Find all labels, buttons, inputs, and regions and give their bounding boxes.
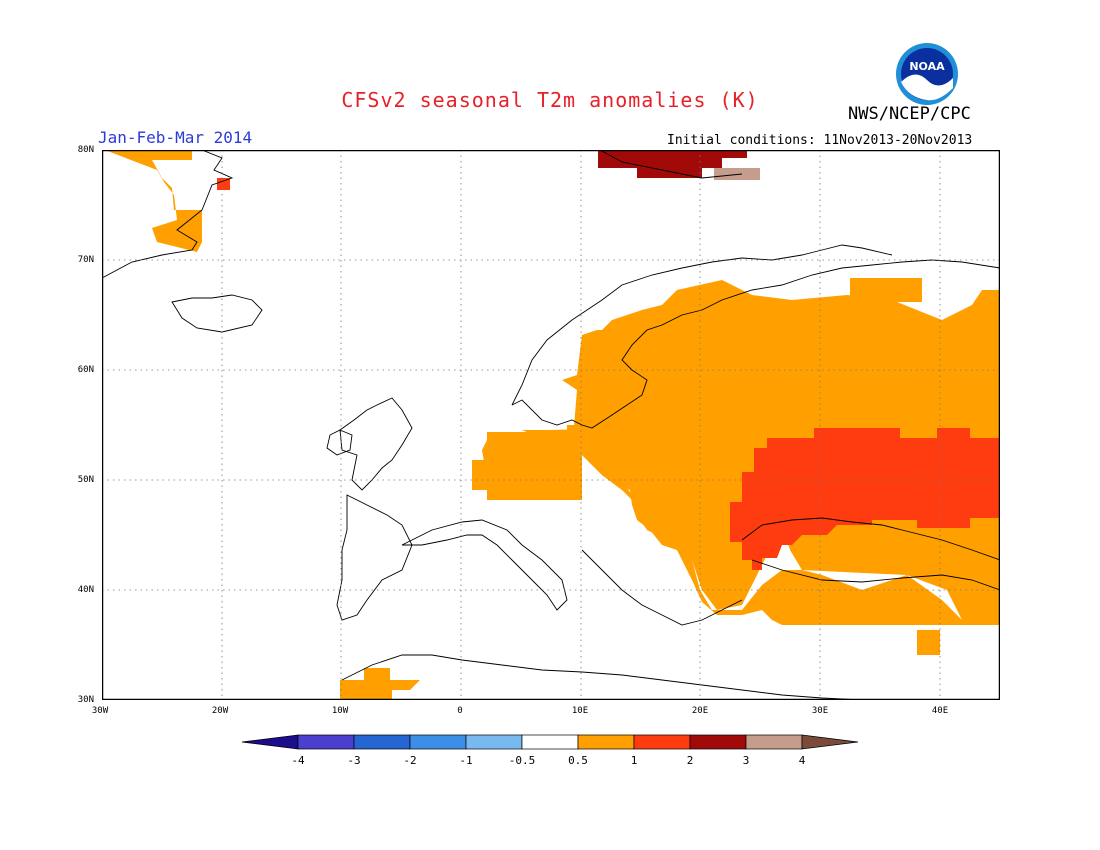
britain-coast <box>339 397 413 491</box>
colorbar-cell <box>241 734 299 750</box>
colorbar-tick: 3 <box>743 754 750 767</box>
colorbar-cell <box>745 734 803 750</box>
lon-label: 10W <box>331 706 349 716</box>
greenland-coast <box>102 150 234 279</box>
middle-east-anomaly <box>917 630 940 655</box>
colorbar-cell <box>409 734 467 750</box>
morocco-anomaly <box>340 668 420 700</box>
initial-conditions-label: Initial conditions: 11Nov2013-20Nov2013 <box>667 133 973 148</box>
anomaly-band-2-3 <box>598 150 747 178</box>
lat-label: 30N <box>77 695 94 705</box>
graticule <box>102 150 1000 700</box>
svalbard-anomaly <box>598 150 747 178</box>
colorbar-tick: -4 <box>291 754 305 767</box>
lon-label: 40E <box>931 706 949 716</box>
colorbar-cell <box>577 734 635 750</box>
noaa-logo-icon: NOAA <box>896 43 958 105</box>
turkey-coast <box>751 559 1000 591</box>
northern-europe-coast <box>511 259 1000 429</box>
iceland-coast <box>171 294 263 333</box>
lon-label: 10E <box>571 706 589 716</box>
lat-label: 50N <box>77 475 94 485</box>
anomaly-band-1-2 <box>217 178 1000 570</box>
colorbar-tick: -3 <box>347 754 360 767</box>
poland-anomaly <box>542 450 582 490</box>
north-germany-anomaly <box>488 440 512 460</box>
lat-label: 60N <box>77 365 94 375</box>
alps-anomaly <box>487 432 547 440</box>
colorbar-tick: -0.5 <box>509 754 536 767</box>
colorbar: -4 -3 -2 -1 -0.5 0.5 1 2 3 4 <box>241 734 859 767</box>
scandinavia-coast <box>511 244 893 406</box>
colorbar-cell <box>633 734 691 750</box>
noaa-logo-text: NOAA <box>909 60 945 73</box>
lon-label: 30W <box>91 706 109 716</box>
lon-label: 20W <box>211 706 229 716</box>
map-frame <box>102 150 1000 700</box>
agency-label: NWS/NCEP/CPC <box>848 104 971 124</box>
greenland-anomaly <box>105 150 202 252</box>
coastlines <box>102 150 1000 700</box>
lat-label: 70N <box>77 255 94 265</box>
lat-label: 40N <box>77 585 94 595</box>
colorbar-cell <box>353 734 411 750</box>
colorbar-cell <box>689 734 747 750</box>
svalbard-tan-anomaly <box>714 168 760 180</box>
anomaly-band-3-4 <box>714 168 760 180</box>
austria-anomaly <box>547 428 662 490</box>
ireland-coast <box>326 429 353 456</box>
colorbar-cell <box>521 734 579 750</box>
svalbard-coast <box>599 150 743 179</box>
colorbar-tick: 4 <box>799 754 806 767</box>
colorbar-cell <box>297 734 355 750</box>
colorbar-tick: 2 <box>687 754 694 767</box>
map-title: CFSv2 seasonal T2m anomalies (K) <box>341 88 759 112</box>
black-sea-coast <box>741 517 1000 561</box>
anomaly-map <box>102 150 1000 700</box>
italy-france-coast <box>401 519 568 611</box>
lon-label: 20E <box>691 706 709 716</box>
colorbar-cell <box>801 734 859 750</box>
greenland-red-anomaly <box>217 178 230 190</box>
colorbar-cell <box>465 734 523 750</box>
lon-label: 30E <box>811 706 829 716</box>
colorbar-tick: -1 <box>459 754 472 767</box>
lon-label: 0 <box>457 706 463 716</box>
colorbar-tick: -2 <box>403 754 416 767</box>
colorbar-tick: 0.5 <box>568 754 588 767</box>
ukraine-russia-anomaly <box>730 428 1000 570</box>
east-europe-anomaly <box>482 280 1000 625</box>
colorbar-tick: 1 <box>631 754 638 767</box>
iberia-coast <box>336 494 413 621</box>
lat-label: 80N <box>77 145 94 155</box>
north-africa-coast <box>341 654 863 700</box>
adriatic-greece-coast <box>581 549 743 626</box>
france-germany-anomaly <box>472 460 542 500</box>
anomaly-band-0.5-1 <box>105 150 1000 700</box>
season-label: Jan-Feb-Mar 2014 <box>98 128 253 147</box>
